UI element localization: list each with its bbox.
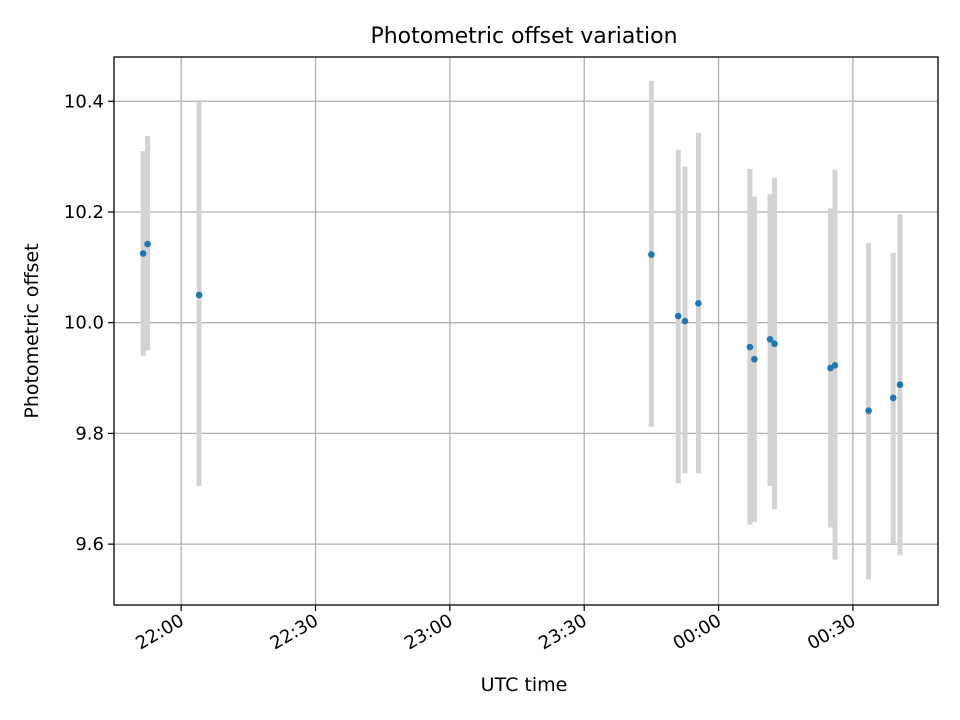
data-point [139, 250, 147, 257]
y-tick-label: 10.2 [64, 202, 104, 223]
x-tick-label: 23:30 [535, 610, 590, 654]
data-point [648, 251, 655, 258]
data-point [896, 381, 904, 388]
y-tick-label: 10.0 [64, 313, 104, 334]
error-bars [140, 80, 903, 580]
x-tick-label: 23:00 [401, 610, 456, 654]
data-point [771, 340, 778, 348]
y-tick-label: 9.8 [75, 423, 104, 444]
x-tick-label: 00:30 [804, 610, 859, 654]
x-axis-ticks: 22:00 22:30 23:00 23:30 00:00 00:30 [132, 605, 859, 654]
data-point [195, 291, 203, 299]
data-point [865, 407, 872, 415]
data-point [674, 312, 682, 320]
data-point [889, 394, 897, 402]
data-point [746, 343, 754, 351]
data-point [681, 317, 689, 325]
chart-title: Photometric offset variation [370, 24, 677, 49]
y-axis-label: Photometric offset [21, 243, 43, 418]
data-point [751, 355, 758, 363]
x-tick-label: 00:00 [670, 610, 725, 654]
grid-lines [114, 57, 938, 605]
data-points [139, 240, 904, 415]
x-axis-label: UTC time [481, 674, 568, 696]
y-tick-label: 10.4 [64, 91, 104, 112]
x-tick-label: 22:30 [267, 610, 322, 654]
y-tick-label: 9.6 [75, 534, 104, 555]
data-point [695, 300, 702, 307]
data-point [831, 362, 839, 369]
x-tick-label: 22:00 [132, 610, 187, 654]
data-point [144, 240, 151, 248]
y-axis-ticks: 9.6 9.8 10.0 10.2 10.4 [64, 91, 114, 555]
data-point [766, 336, 774, 343]
plot-frame [113, 56, 939, 606]
